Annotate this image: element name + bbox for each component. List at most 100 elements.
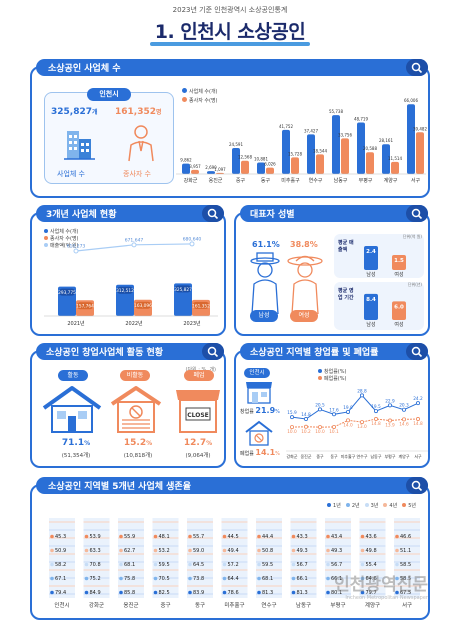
series-line — [291, 394, 419, 420]
bar — [266, 167, 274, 174]
series-marker — [222, 576, 227, 581]
tick-label: 연수구 — [309, 177, 323, 184]
bar — [364, 246, 378, 270]
worker-unit: 명 — [156, 109, 162, 116]
data-label: 48.1 — [159, 534, 170, 540]
data-label: 13.9 — [385, 423, 395, 429]
line-point — [131, 242, 137, 248]
panel-title: 소상공인 지역별 5개년 사업체 생존율 — [48, 482, 191, 492]
line-point — [303, 424, 308, 429]
series-marker — [395, 590, 399, 595]
data-label: 680,640 — [183, 236, 202, 242]
series-marker — [257, 590, 261, 595]
tick-label: 강화군 — [286, 453, 297, 459]
column-bg — [256, 518, 282, 598]
search-button[interactable] — [202, 343, 224, 360]
search-button[interactable] — [202, 205, 224, 222]
series-marker — [291, 548, 296, 553]
data-label: 53.2 — [159, 548, 170, 554]
series-marker — [326, 590, 330, 595]
search-button[interactable] — [406, 205, 428, 222]
page-title: 1. 인천시 소상공인 — [154, 21, 306, 43]
panel-survival: 소상공인 지역별 5개년 사업체 생존율 1년 2년 3년 4년 5년 79.4 67.1… — [30, 477, 430, 620]
series-marker — [326, 562, 330, 567]
search-button[interactable] — [406, 59, 428, 76]
label-pill — [193, 301, 209, 309]
data-label: 84.9 — [90, 590, 101, 596]
data-label: 20.3 — [399, 403, 409, 409]
series-marker — [50, 562, 54, 567]
bar — [392, 255, 406, 270]
data-label: 9,862 — [180, 158, 192, 163]
series-line — [291, 418, 419, 428]
region-tag: 인천시 — [244, 368, 270, 378]
closed-count: (9,064개) — [185, 453, 211, 459]
data-label: 64.6 — [366, 576, 377, 582]
tick-label: 미추홀구 — [281, 177, 300, 184]
series-marker — [153, 534, 158, 539]
tick-label: 강화군 — [184, 177, 198, 184]
series-marker — [222, 534, 227, 539]
line-point — [332, 412, 337, 417]
house-active-icon — [42, 386, 102, 433]
series-marker — [395, 576, 399, 581]
bar — [364, 293, 378, 320]
bar — [191, 169, 199, 174]
series-marker — [360, 576, 365, 581]
house-inactive-icon — [110, 386, 162, 433]
data-label: 33,756 — [338, 132, 352, 137]
data-label: 43.6 — [366, 534, 377, 540]
search-icon — [411, 62, 423, 73]
data-label: 55.4 — [366, 562, 377, 568]
data-label: 10.0 — [315, 429, 325, 435]
tick-label: 인천시 — [54, 601, 69, 609]
bar — [207, 171, 215, 174]
search-button[interactable] — [406, 343, 428, 360]
summary-box: 인천시 325,827개 161,352명 사업체 수 종사자 수 — [44, 88, 174, 184]
tick-label: 계양구 — [398, 453, 409, 459]
series-marker — [119, 590, 123, 595]
data-label: 85.8 — [124, 590, 135, 596]
panel-header-bar: 3개년 사업체 현황 — [36, 205, 224, 222]
data-label: 312,512 — [116, 288, 134, 294]
legend-item: 종사자 수(명) — [50, 236, 79, 242]
line-point — [374, 409, 379, 414]
startup-rate-label: 창업률 — [240, 409, 254, 415]
data-label: 12,568 — [238, 155, 252, 160]
series-marker — [188, 548, 192, 553]
worker-label: 종사자 수 — [123, 170, 151, 178]
data-label: 43.4 — [331, 534, 342, 540]
tick-label: 부평구 — [330, 602, 345, 609]
label-pill — [59, 288, 75, 296]
data-label: 64.4 — [228, 576, 239, 582]
building-icon — [64, 131, 95, 160]
closed-house-icon — [245, 420, 273, 446]
panel-three-year: 3개년 사업체 현황 사업체 수(개) 종사자 수(명) 매출액(억 원) 29… — [30, 205, 226, 336]
tag-inactive: 비활동 — [120, 370, 150, 381]
tick-label: 옹진군 — [123, 601, 138, 609]
legend-item: 3년 — [364, 503, 378, 509]
tick-label: 부평구 — [359, 177, 373, 184]
tick-label: 옹진군 — [300, 453, 311, 459]
data-label: 610,273 — [67, 243, 86, 249]
data-label: 56.7 — [331, 562, 342, 568]
data-label: 14.8 — [371, 421, 381, 427]
panel-startup-closure: 소상공인 지역별 창업률 및 폐업률 인천시 창업률 21.9% 폐업률 14.… — [234, 343, 430, 468]
data-label: 10.2 — [301, 429, 311, 435]
series-marker — [153, 548, 158, 553]
bar — [307, 134, 315, 174]
line-point — [290, 415, 295, 420]
data-label: 28,161 — [379, 138, 393, 143]
series-marker — [84, 534, 89, 539]
search-button[interactable] — [406, 477, 428, 494]
tag-closed: 폐업 — [184, 370, 214, 381]
closure-rate-value: 14.1 — [255, 448, 276, 457]
startup-closure-chart: 15.9 14.8 20.5 17.6 19.0 28.8 19.5 22.9 20.3 24.2… — [286, 388, 428, 459]
data-label: 66.1 — [331, 576, 342, 582]
data-label: 51.1 — [400, 548, 411, 554]
label-pill — [135, 301, 151, 309]
data-label: 70.5 — [159, 576, 170, 582]
data-label: 17.6 — [329, 407, 339, 413]
data-label: 81.3 — [262, 590, 273, 596]
series-marker — [360, 534, 365, 539]
